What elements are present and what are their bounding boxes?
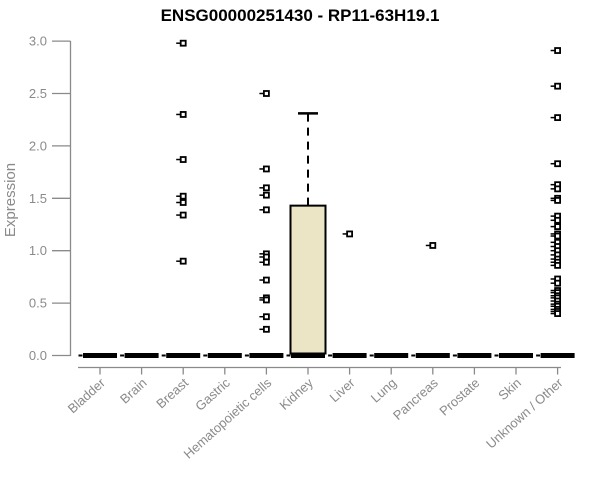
median-bar [291, 353, 325, 358]
median-bar [166, 353, 201, 358]
box-pancreas [411, 242, 450, 358]
box-skin [494, 353, 533, 358]
outlier-point [262, 296, 270, 304]
outlier-point [554, 232, 561, 240]
y-tick-label: 1.5 [29, 191, 47, 206]
x-tick-label: Kidney [276, 375, 316, 413]
x-tick-label: Lung [368, 375, 400, 405]
box-gastric [203, 353, 242, 358]
outlier-point [554, 82, 561, 90]
median-bar-nub [78, 354, 83, 357]
y-tick-label: 2.5 [29, 86, 47, 101]
median-bar-nub [161, 354, 166, 357]
outlier-point [554, 196, 561, 204]
outlier-point [179, 211, 187, 219]
y-tick-label: 1.0 [29, 243, 47, 258]
outlier-point [262, 253, 270, 261]
outlier-point [262, 313, 270, 321]
y-tick-label: 2.0 [29, 138, 47, 153]
median-bar [374, 353, 409, 358]
outlier-point [262, 90, 270, 97]
median-bar-nub [452, 354, 457, 357]
median-bar-nub [411, 354, 416, 357]
outlier-point [262, 325, 270, 333]
outlier-point [554, 47, 561, 54]
median-bar-nub [286, 354, 291, 357]
outlier-point [179, 156, 187, 163]
median-bar-nub [494, 354, 499, 357]
x-tick-label: Unknown / Other [483, 375, 566, 452]
outlier-point [179, 111, 187, 118]
x-tick-label: Prostate [436, 375, 482, 419]
median-bar [124, 353, 159, 358]
outlier-point [554, 310, 561, 317]
outlier-point [554, 185, 561, 193]
box-kidney [286, 112, 327, 358]
median-bar [499, 353, 533, 358]
median-bar [415, 353, 450, 358]
chart-title: ENSG00000251430 - RP11-63H19.1 [160, 6, 440, 25]
box-breast [161, 39, 201, 358]
outlier-point [179, 199, 187, 206]
outlier-point [346, 230, 354, 238]
outlier-point [554, 223, 561, 230]
outlier-point [429, 242, 437, 249]
median-bar-nub [244, 354, 249, 357]
median-bar-nub [536, 354, 541, 357]
outlier-point [262, 165, 270, 173]
outlier-point [554, 261, 561, 269]
x-tick-label: Liver [327, 375, 358, 405]
x-tick-label: Bladder [65, 375, 109, 417]
outlier-point [554, 279, 561, 287]
outlier-point [262, 276, 270, 284]
median-bar [83, 353, 117, 358]
box-hematopoietic-cells [244, 90, 284, 358]
box-brain [120, 353, 159, 358]
box-lung [369, 353, 409, 358]
y-tick-label: 3.0 [29, 34, 47, 49]
outlier-point [179, 39, 187, 47]
y-axis-label: Expression [2, 162, 19, 238]
y-axis: 0.0 0.5 1.0 1.5 2.0 2.5 3.0 [29, 34, 72, 363]
median-bar-nub [369, 354, 374, 357]
median-bar-nub [120, 354, 125, 357]
outlier-point [179, 192, 187, 200]
outlier-point [554, 160, 561, 168]
median-bar [457, 353, 492, 358]
box-liver [328, 230, 367, 358]
x-tick-label: Skin [495, 375, 524, 403]
median-bar-nub [203, 354, 208, 357]
outlier-point [554, 216, 561, 224]
outlier-point [179, 257, 187, 265]
median-bar [540, 353, 575, 358]
median-bar [207, 353, 242, 358]
box-bladder [78, 353, 117, 358]
outlier-point [262, 258, 270, 266]
outlier-point [262, 191, 270, 199]
y-tick-label: 0.0 [29, 348, 47, 363]
x-tick-label: Pancreas [390, 375, 441, 423]
outlier-point [262, 206, 270, 214]
median-bar [332, 353, 367, 358]
outlier-point [262, 184, 270, 192]
box-unknown-other [536, 47, 575, 358]
median-bar [249, 353, 284, 358]
y-tick-label: 0.5 [29, 296, 47, 311]
x-tick-label: Breast [153, 375, 191, 412]
box-rect [289, 204, 327, 355]
x-tick-label: Brain [117, 375, 150, 406]
outlier-point [554, 114, 561, 122]
box-prostate [452, 353, 492, 358]
median-bar-nub [328, 354, 333, 357]
